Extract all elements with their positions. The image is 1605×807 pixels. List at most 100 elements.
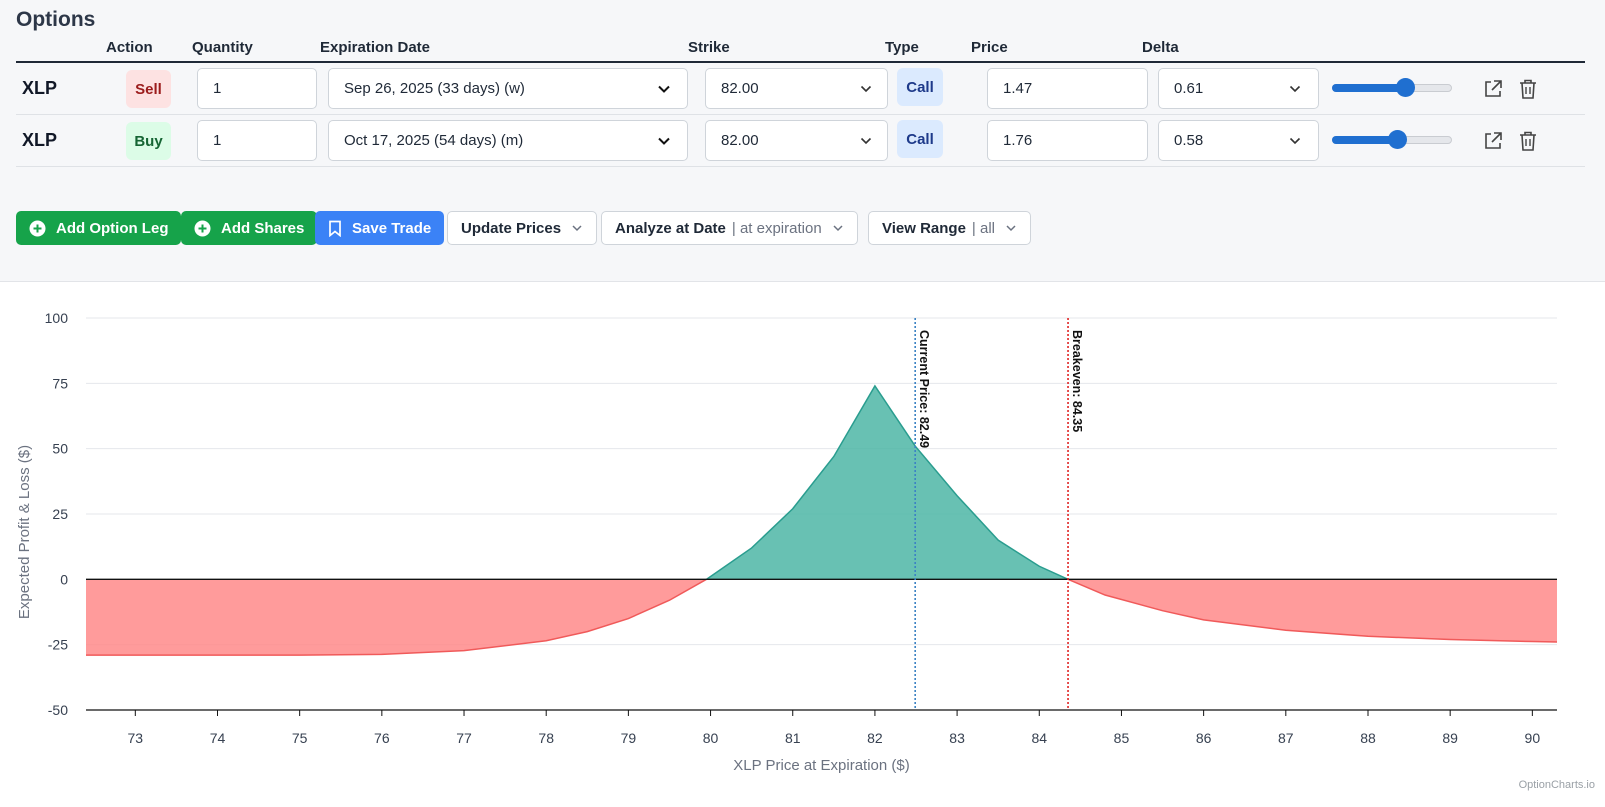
x-tick-label: 78 <box>538 730 554 746</box>
options-title: Options <box>16 8 96 31</box>
x-tick-label: 77 <box>456 730 472 746</box>
strike-select[interactable]: 82.00 <box>705 120 888 161</box>
x-tick-label: 73 <box>128 730 144 746</box>
chevron-down-icon <box>832 222 844 234</box>
save-trade-label: Save Trade <box>352 219 432 237</box>
x-tick-label: 81 <box>785 730 801 746</box>
y-tick-label: 0 <box>60 571 68 587</box>
x-tick-label: 75 <box>292 730 308 746</box>
delta-select[interactable]: 0.61 <box>1158 68 1319 109</box>
header-price: Price <box>971 39 1008 56</box>
expiration-value: Sep 26, 2025 (33 days) (w) <box>344 80 525 97</box>
plus-circle-icon <box>29 220 46 237</box>
y-tick-label: -50 <box>48 702 68 718</box>
y-tick-label: 25 <box>52 506 68 522</box>
view-range-label: View Range <box>882 219 966 237</box>
x-axis-title: XLP Price at Expiration ($) <box>733 757 909 774</box>
loss-area <box>86 579 707 656</box>
loss-line <box>86 578 707 656</box>
x-tick-label: 82 <box>867 730 883 746</box>
chevron-down-icon <box>1289 85 1301 92</box>
view-range-value: | all <box>971 219 995 237</box>
slider-thumb[interactable] <box>1396 78 1416 97</box>
slider-thumb[interactable] <box>1387 130 1407 149</box>
add-shares-label: Add Shares <box>221 219 305 237</box>
leg-symbol: XLP <box>22 78 58 98</box>
type-badge[interactable]: Call <box>897 120 943 158</box>
delta-slider[interactable] <box>1332 130 1452 149</box>
x-tick-label: 88 <box>1360 730 1376 746</box>
chevron-down-icon <box>860 85 872 92</box>
loss-area <box>1068 579 1557 643</box>
x-tick-label: 80 <box>703 730 719 746</box>
profit-area <box>706 385 1069 580</box>
action-toggle-buy[interactable]: Buy <box>126 122 171 160</box>
add-option-leg-label: Add Option Leg <box>56 219 169 237</box>
update-prices-label: Update Prices <box>461 219 562 237</box>
expiration-select[interactable]: Sep 26, 2025 (33 days) (w) <box>328 68 688 109</box>
y-tick-label: -25 <box>48 637 68 653</box>
x-tick-label: 89 <box>1442 730 1458 746</box>
quantity-input[interactable]: 1 <box>197 120 317 161</box>
x-tick-label: 85 <box>1114 730 1130 746</box>
trash-icon[interactable] <box>1518 78 1538 100</box>
delta-value: 0.61 <box>1174 80 1204 97</box>
profit-line <box>706 384 1069 581</box>
x-tick-label: 79 <box>621 730 637 746</box>
plus-circle-icon <box>194 220 211 237</box>
delta-slider[interactable] <box>1332 78 1452 97</box>
breakeven-line-label: Breakeven: 84.35 <box>1070 330 1084 432</box>
external-link-icon[interactable] <box>1482 78 1504 100</box>
x-tick-label: 76 <box>374 730 390 746</box>
add-shares-button[interactable]: Add Shares <box>181 211 318 245</box>
price-input[interactable]: 1.76 <box>987 120 1148 161</box>
header-divider <box>16 61 1585 63</box>
header-quantity: Quantity <box>192 39 253 56</box>
expiration-value: Oct 17, 2025 (54 days) (m) <box>344 132 524 149</box>
x-tick-label: 83 <box>949 730 965 746</box>
delta-value: 0.58 <box>1174 132 1204 149</box>
option-leg-row: XLP Buy 1 Oct 17, 2025 (54 days) (m) 82.… <box>16 115 1585 167</box>
chevron-down-icon <box>658 137 670 145</box>
analyze-value: | at expiration <box>731 219 822 237</box>
chevron-down-icon <box>658 85 670 93</box>
watermark: OptionCharts.io <box>1518 779 1595 791</box>
pnl-chart-svg: 100 75 50 25 0 -25 -50 73 74 75 76 77 78 79 80 81 82 83 84… <box>16 310 1558 774</box>
strike-value: 82.00 <box>721 80 759 97</box>
delta-select[interactable]: 0.58 <box>1158 120 1319 161</box>
strike-select[interactable]: 82.00 <box>705 68 888 109</box>
chevron-down-icon <box>1289 137 1301 144</box>
y-axis-title: Expected Profit & Loss ($) <box>16 445 33 619</box>
x-tick-label: 84 <box>1031 730 1047 746</box>
strike-value: 82.00 <box>721 132 759 149</box>
trash-icon[interactable] <box>1518 130 1538 152</box>
external-link-icon[interactable] <box>1482 130 1504 152</box>
header-action: Action <box>106 39 153 56</box>
loss-line <box>1067 578 1558 643</box>
chevron-down-icon <box>1005 222 1017 234</box>
view-range-dropdown[interactable]: View Range | all <box>868 211 1031 245</box>
expiration-select[interactable]: Oct 17, 2025 (54 days) (m) <box>328 120 688 161</box>
slider-fill <box>1332 136 1397 144</box>
x-tick-label: 86 <box>1196 730 1212 746</box>
price-input[interactable]: 1.47 <box>987 68 1148 109</box>
header-strike: Strike <box>688 39 730 56</box>
action-toggle-sell[interactable]: Sell <box>126 70 171 108</box>
header-type: Type <box>885 39 919 56</box>
options-panel: Options Action Quantity Expiration Date … <box>0 0 1605 282</box>
bookmark-icon <box>328 220 342 237</box>
header-delta: Delta <box>1142 39 1179 56</box>
pnl-chart: 100 75 50 25 0 -25 -50 73 74 75 76 77 78 79 80 81 82 83 84… <box>0 282 1605 807</box>
header-expiration: Expiration Date <box>320 39 431 56</box>
quantity-input[interactable]: 1 <box>197 68 317 109</box>
update-prices-button[interactable]: Update Prices <box>447 211 598 245</box>
option-leg-row: XLP Sell 1 Sep 26, 2025 (33 days) (w) 82… <box>16 63 1585 115</box>
analyze-label: Analyze at Date <box>615 219 726 237</box>
chevron-down-icon <box>860 137 872 144</box>
x-tick-label: 90 <box>1525 730 1541 746</box>
type-badge[interactable]: Call <box>897 68 943 106</box>
save-trade-button[interactable]: Save Trade <box>315 211 445 245</box>
add-option-leg-button[interactable]: Add Option Leg <box>16 211 182 245</box>
slider-fill <box>1332 84 1406 92</box>
analyze-at-date-dropdown[interactable]: Analyze at Date | at expiration <box>601 211 858 245</box>
